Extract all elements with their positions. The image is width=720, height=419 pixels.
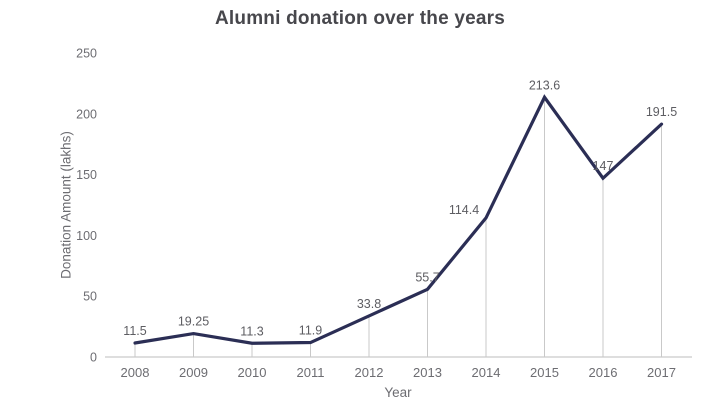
- data-point-label: 213.6: [529, 78, 560, 92]
- data-point-label: 11.3: [240, 324, 263, 338]
- data-line: [133, 94, 664, 345]
- x-tick-label: 2011: [297, 365, 325, 380]
- x-tick-label: 2014: [472, 365, 501, 380]
- x-tick-label: 2015: [530, 365, 559, 380]
- data-point-label: 11.9: [299, 324, 322, 338]
- y-tick-label: 250: [76, 47, 97, 61]
- x-tick-label: 2012: [355, 365, 384, 380]
- x-tick-label: 2016: [589, 365, 618, 380]
- x-tick-label: 2008: [121, 365, 150, 380]
- x-tick-label: 2017: [647, 365, 676, 380]
- data-point-label: 114.4: [449, 203, 479, 217]
- data-point-label: 147: [593, 159, 614, 173]
- data-point-label: 11.5: [123, 324, 146, 338]
- y-tick-label: 200: [76, 107, 97, 121]
- data-point-label: 33.8: [357, 297, 381, 311]
- y-tick-label: 100: [76, 229, 97, 243]
- x-tick-label: 2013: [413, 365, 442, 380]
- x-axis-title: Year: [384, 385, 412, 400]
- data-point-label: 19.25: [178, 315, 209, 329]
- chart-title: Alumni donation over the years: [215, 8, 505, 29]
- y-tick-label: 0: [90, 351, 97, 365]
- y-tick-label: 50: [83, 290, 97, 304]
- x-tick-label: 2009: [179, 365, 208, 380]
- y-tick-label: 150: [76, 168, 97, 182]
- data-point-label: 55.7: [415, 270, 439, 284]
- x-tick-label: 2010: [238, 365, 267, 380]
- data-point-label: 191.5: [646, 105, 677, 119]
